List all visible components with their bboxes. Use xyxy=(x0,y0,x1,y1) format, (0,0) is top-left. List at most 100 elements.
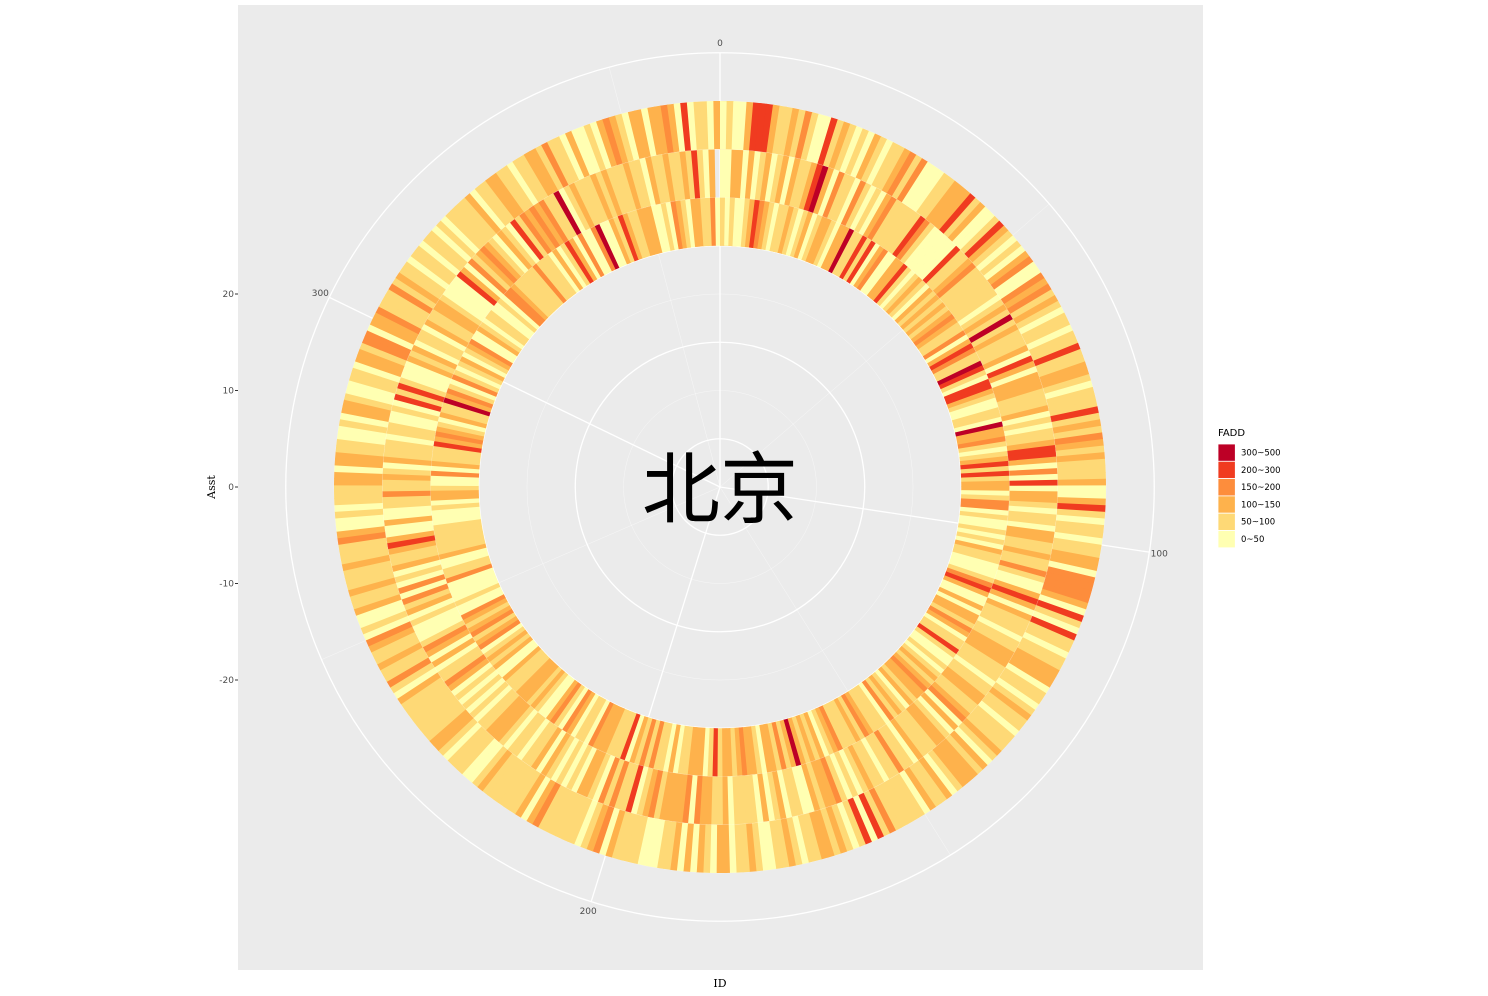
heatmap-cell xyxy=(545,679,579,722)
heatmap-cell xyxy=(339,542,389,559)
heatmap-cell xyxy=(634,109,652,158)
heatmap-cell xyxy=(631,209,651,258)
heatmap-cell xyxy=(630,815,648,865)
heatmap-cell xyxy=(968,313,1014,344)
heatmap-cell xyxy=(541,676,575,719)
heatmap-cell xyxy=(574,695,603,740)
heatmap-cell xyxy=(759,152,773,202)
heatmap-cell xyxy=(940,669,982,706)
heatmap-cell xyxy=(498,642,539,678)
heatmap-cell xyxy=(431,455,481,466)
heatmap-cell xyxy=(433,440,482,453)
heatmap-cell xyxy=(608,760,630,808)
radial-tick-label: 20 xyxy=(223,290,235,300)
heatmap-cell xyxy=(857,792,885,840)
heatmap-cell xyxy=(981,606,1028,633)
heatmap-cell xyxy=(945,567,993,589)
heatmap-cell xyxy=(791,716,811,764)
heatmap-cell xyxy=(928,605,973,634)
heatmap-cell xyxy=(530,726,563,771)
heatmap-cell xyxy=(952,206,991,246)
heatmap-cell xyxy=(530,669,566,709)
heatmap-cell xyxy=(939,266,981,303)
radial-tick-label: -10 xyxy=(219,580,234,590)
heatmap-cell xyxy=(383,450,433,461)
heatmap-cell xyxy=(628,160,647,209)
heatmap-cell xyxy=(915,237,953,277)
heatmap-cell xyxy=(922,245,961,284)
heatmap-cell xyxy=(842,237,872,282)
heatmap-cell xyxy=(385,432,435,447)
heatmap-cell xyxy=(396,568,444,589)
heatmap-cell xyxy=(947,563,995,584)
heatmap-cell xyxy=(910,309,953,343)
heatmap-cell xyxy=(445,563,493,584)
heatmap-cell xyxy=(519,211,553,255)
heatmap-cell xyxy=(981,695,1024,732)
heatmap-cell xyxy=(854,187,883,234)
heatmap-cell xyxy=(968,225,1009,263)
heatmap-cell xyxy=(842,746,869,793)
heatmap-cell xyxy=(948,392,996,413)
heatmap-cell xyxy=(423,234,465,272)
heatmap-cell xyxy=(389,544,438,561)
heatmap-cell xyxy=(655,203,671,252)
heatmap-cell xyxy=(676,822,689,872)
heatmap-cell xyxy=(491,305,532,340)
heatmap-cell xyxy=(758,724,773,773)
heatmap-cell xyxy=(794,110,813,160)
heatmap-cell xyxy=(976,235,1018,272)
heatmap-cell xyxy=(419,619,466,648)
heatmap-cell xyxy=(429,708,470,747)
heatmap-cell xyxy=(998,672,1043,705)
heatmap-cell xyxy=(873,729,905,774)
heatmap-cell xyxy=(515,657,553,696)
heatmap-cell xyxy=(389,662,435,694)
heatmap-cell xyxy=(665,201,680,251)
heatmap-cell xyxy=(501,645,542,682)
heatmap-cell xyxy=(425,628,471,658)
heatmap-cell xyxy=(900,294,940,331)
heatmap-cell xyxy=(432,450,481,462)
heatmap-cell xyxy=(828,228,855,274)
heatmap-cell xyxy=(789,159,807,208)
heatmap-cell xyxy=(1057,478,1106,487)
heatmap-cell xyxy=(513,279,552,318)
heatmap-cell xyxy=(931,745,968,788)
heatmap-cell xyxy=(805,761,826,810)
heatmap-cell xyxy=(1005,662,1050,694)
heatmap-cell xyxy=(956,211,996,251)
heatmap-cell xyxy=(380,646,426,677)
heatmap-cell xyxy=(1014,647,1060,677)
heatmap-cell xyxy=(886,657,925,696)
heatmap-cell xyxy=(647,769,664,819)
heatmap-cell xyxy=(543,254,577,296)
heatmap-cell xyxy=(971,318,1017,348)
heatmap-cell xyxy=(828,753,853,800)
heatmap-cell xyxy=(882,273,920,312)
heatmap-cell xyxy=(708,149,716,198)
heatmap-cell xyxy=(479,245,518,284)
heatmap-cell xyxy=(937,586,984,612)
heatmap-cell xyxy=(838,749,864,796)
heatmap-cell xyxy=(727,776,735,825)
heatmap-cell xyxy=(922,330,967,361)
heatmap-cell xyxy=(391,554,440,572)
heatmap-cell xyxy=(1027,621,1075,648)
heatmap-cell xyxy=(858,682,891,725)
heatmap-cell xyxy=(505,648,544,685)
heatmap-cell xyxy=(808,165,829,213)
heatmap-cell xyxy=(485,313,527,347)
heatmap-cell xyxy=(1053,425,1103,440)
heatmap-cell xyxy=(460,266,501,303)
heatmap-cell xyxy=(341,554,391,572)
heatmap-cell xyxy=(933,351,979,379)
heatmap-cell xyxy=(545,734,575,780)
heatmap-cell xyxy=(961,641,1006,673)
heatmap-cell xyxy=(487,237,526,277)
heatmap-cell xyxy=(898,645,938,682)
heatmap-cell xyxy=(613,761,635,810)
heatmap-cell xyxy=(517,276,555,315)
heatmap-cell xyxy=(780,818,796,867)
heatmap-cell xyxy=(384,520,434,532)
